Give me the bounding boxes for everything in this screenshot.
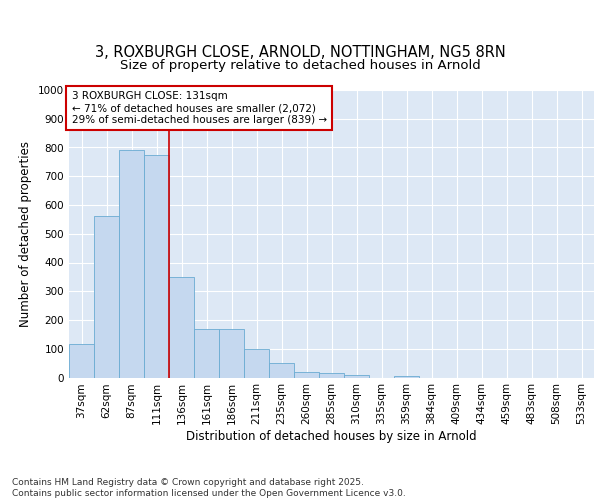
Text: Size of property relative to detached houses in Arnold: Size of property relative to detached ho… [119, 60, 481, 72]
Bar [394, 376, 419, 378]
Text: Contains HM Land Registry data © Crown copyright and database right 2025.
Contai: Contains HM Land Registry data © Crown c… [12, 478, 406, 498]
Text: 3 ROXBURGH CLOSE: 131sqm
← 71% of detached houses are smaller (2,072)
29% of sem: 3 ROXBURGH CLOSE: 131sqm ← 71% of detach… [71, 92, 327, 124]
Text: 3, ROXBURGH CLOSE, ARNOLD, NOTTINGHAM, NG5 8RN: 3, ROXBURGH CLOSE, ARNOLD, NOTTINGHAM, N… [95, 45, 505, 60]
Y-axis label: Number of detached properties: Number of detached properties [19, 141, 32, 327]
Bar [144, 154, 169, 378]
Bar [94, 216, 119, 378]
Bar [219, 329, 244, 378]
Bar [69, 344, 94, 378]
Bar [269, 362, 294, 378]
Bar [319, 373, 344, 378]
Bar [119, 150, 144, 378]
X-axis label: Distribution of detached houses by size in Arnold: Distribution of detached houses by size … [186, 430, 477, 443]
Bar [294, 372, 319, 378]
Bar [169, 277, 194, 378]
Bar [344, 374, 369, 378]
Bar [244, 350, 269, 378]
Bar [194, 329, 219, 378]
